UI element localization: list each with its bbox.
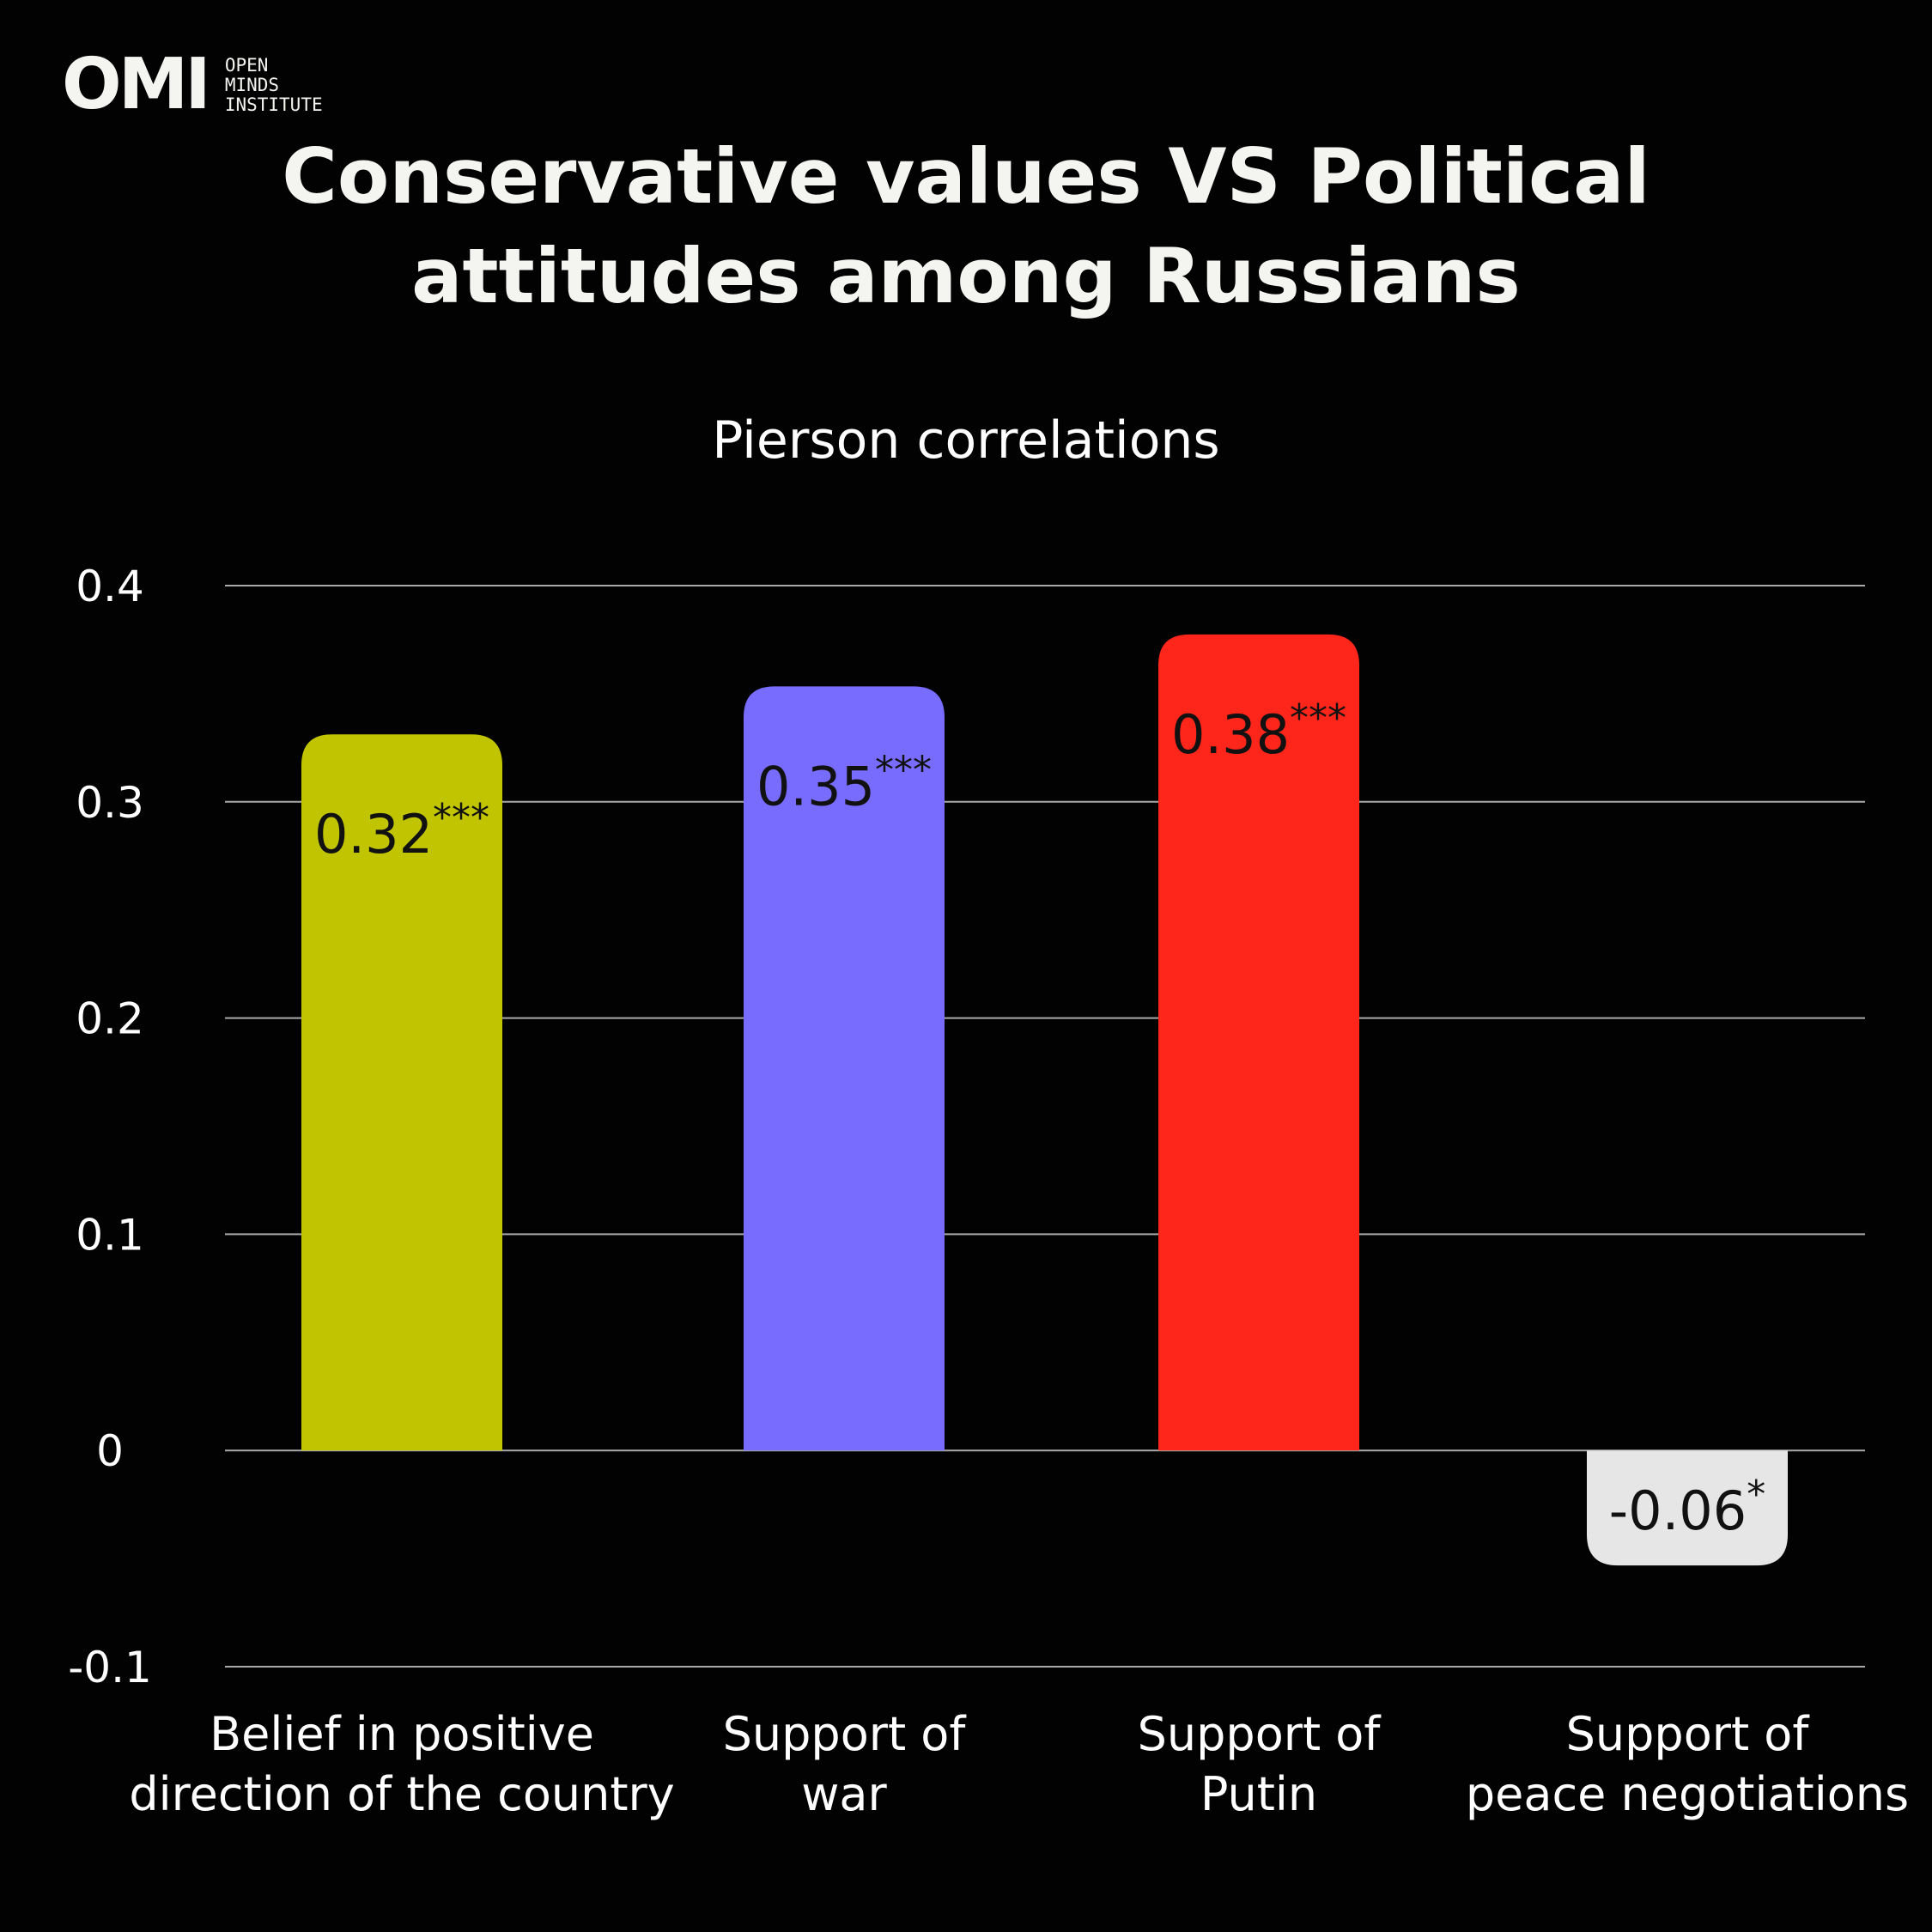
x-category-label: Support of war [723, 1707, 968, 1821]
chart-subtitle: Pierson correlations [712, 410, 1220, 471]
bar [301, 734, 502, 1451]
bar [744, 686, 945, 1451]
data-label: 0.32*** [314, 796, 489, 866]
y-tick-label: 0.1 [76, 1210, 144, 1260]
bar [1158, 634, 1359, 1451]
y-tick-label: 0.2 [76, 994, 144, 1044]
logo-text: OPEN MINDS INSTITUTE [224, 54, 323, 115]
x-category-label: Belief in positive direction of the count… [129, 1707, 674, 1821]
y-tick-label: 0 [96, 1426, 124, 1476]
x-category-label: Support of Putin [1138, 1707, 1382, 1821]
bar [1587, 1450, 1788, 1566]
data-label: 0.38*** [1171, 696, 1346, 766]
y-tick-label: 0.3 [76, 778, 144, 828]
y-tick-label: -0.1 [68, 1643, 152, 1692]
y-tick-label: 0.4 [76, 562, 144, 611]
data-label: -0.06* [1609, 1473, 1765, 1542]
data-label: 0.35*** [756, 748, 932, 817]
omi-logo: OMI OPEN MINDS INSTITUTE [62, 50, 323, 120]
chart-title: Conservative values VS Political attitud… [282, 132, 1650, 320]
x-category-label: Support of peace negotiations [1466, 1707, 1909, 1821]
logo-mark: OMI [62, 44, 211, 125]
